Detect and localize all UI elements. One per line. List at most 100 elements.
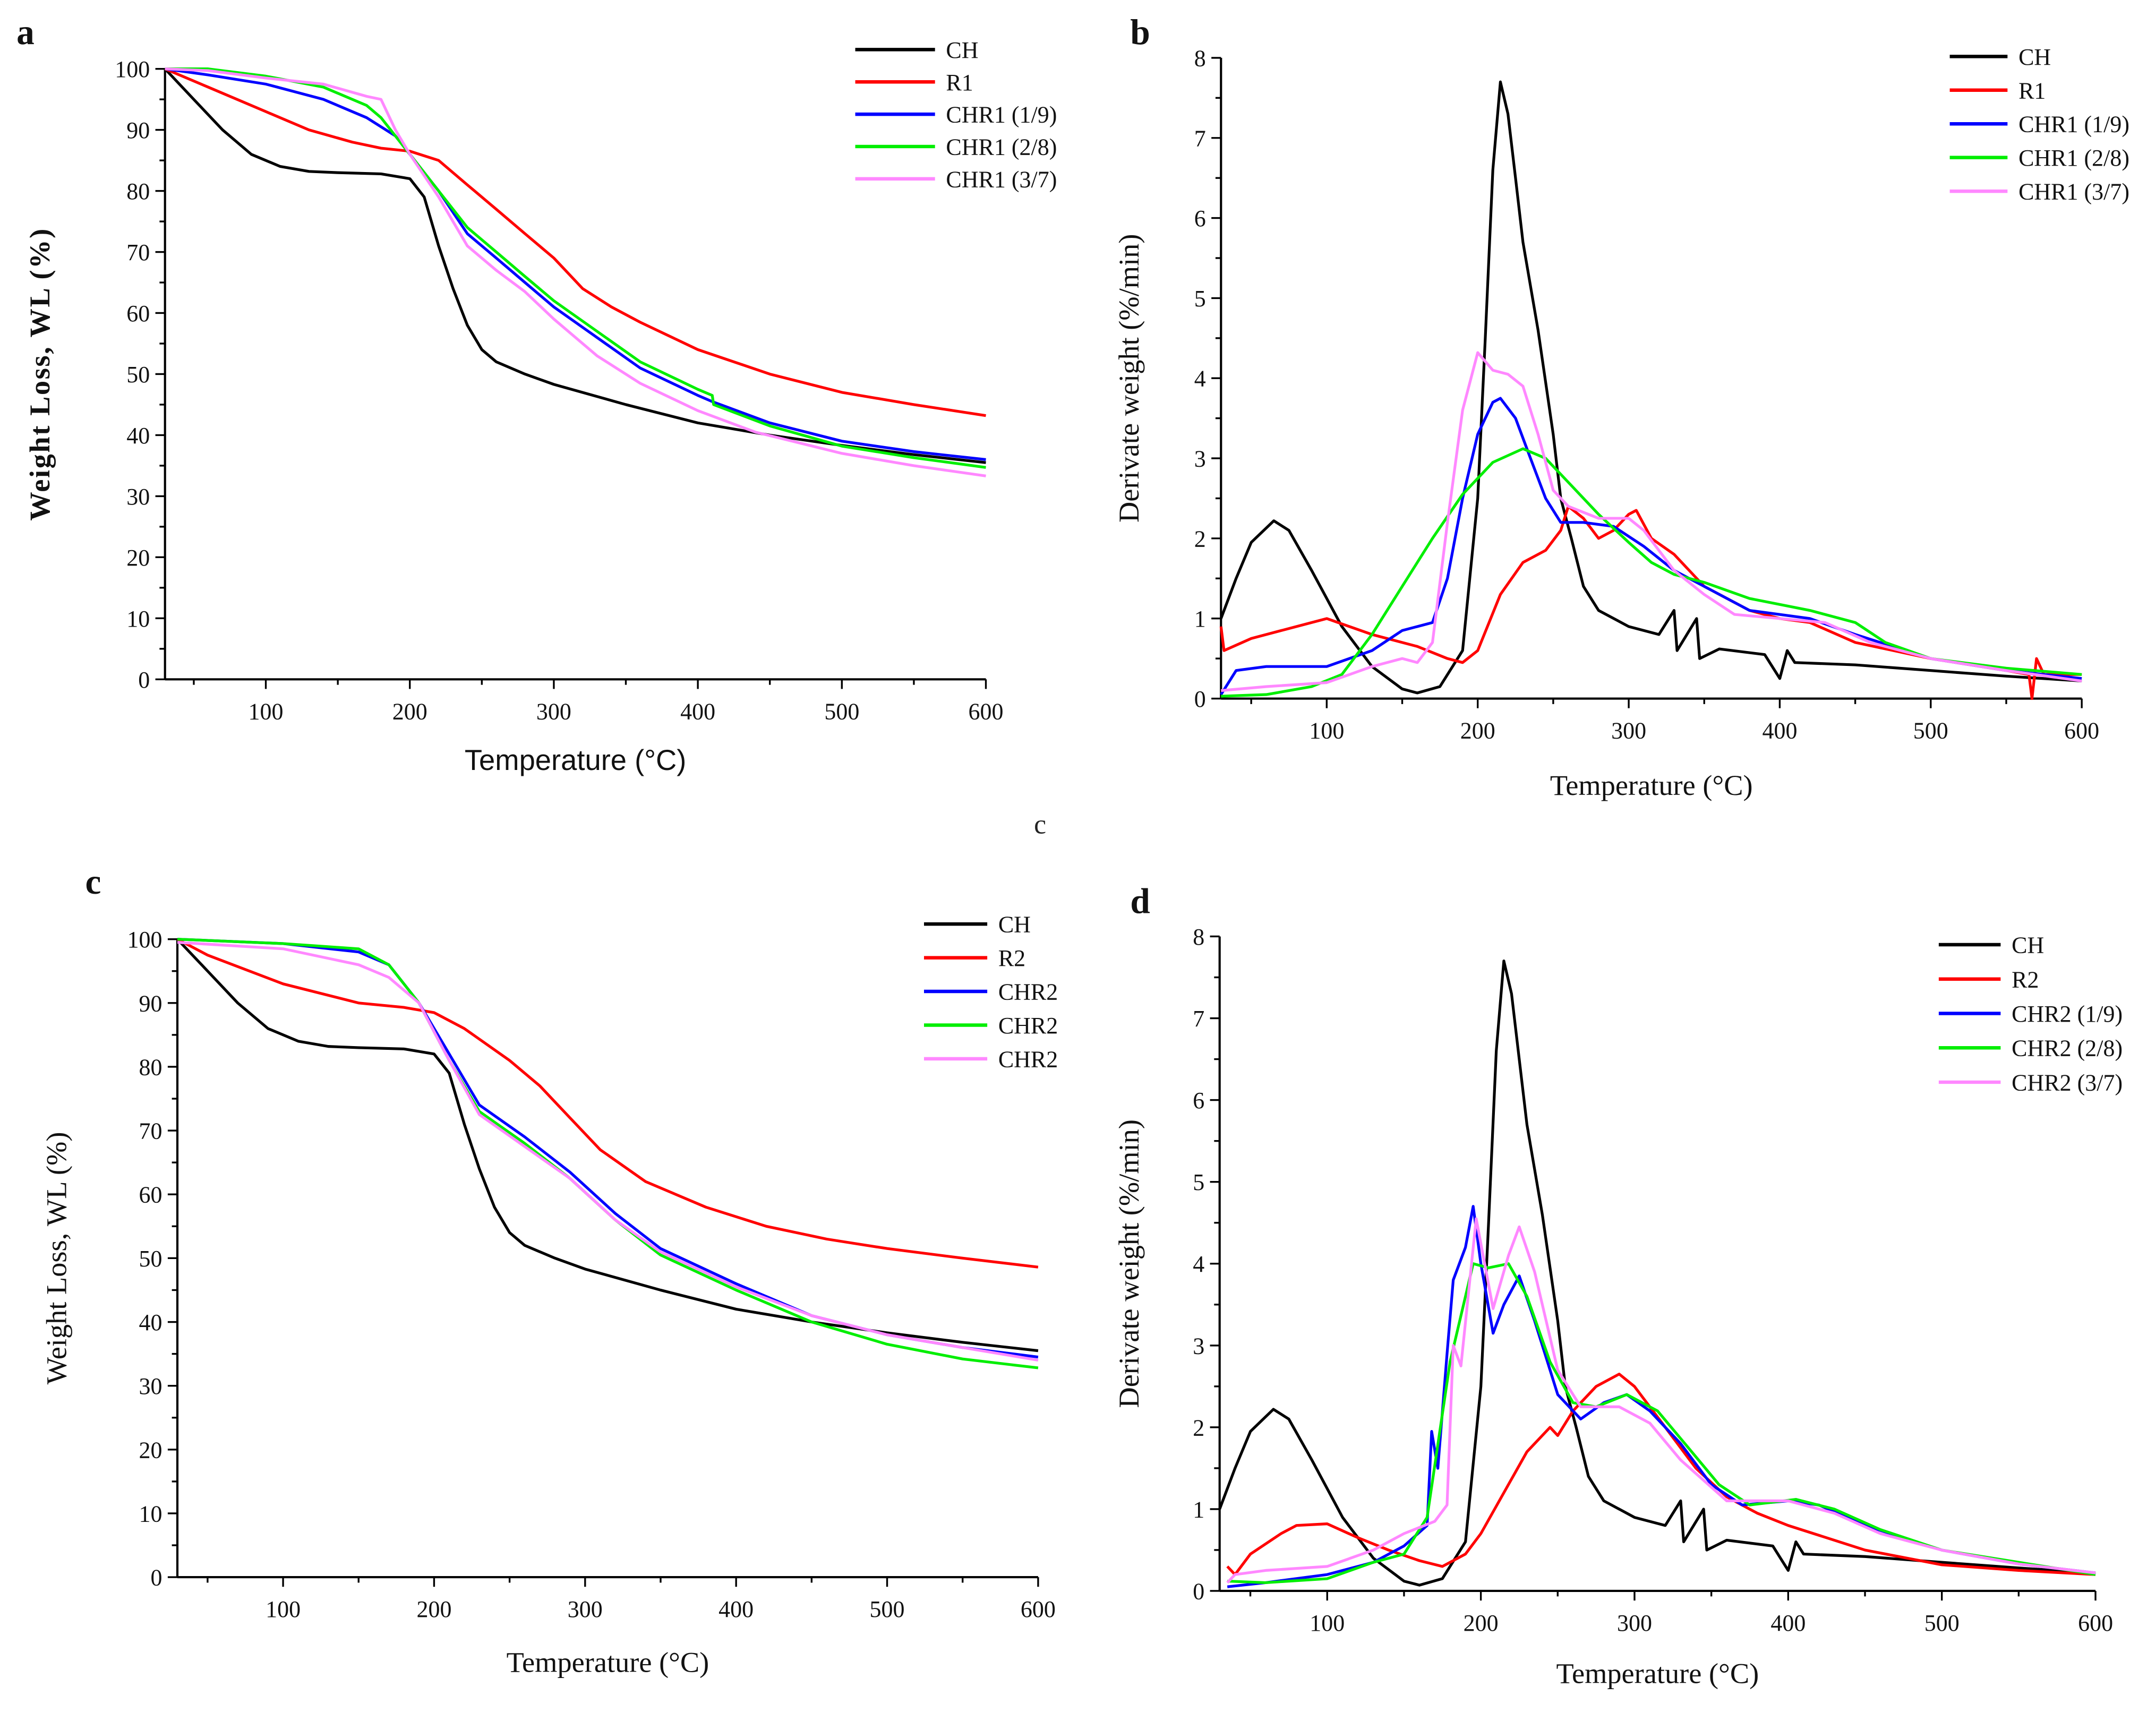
x-tick-label: 500 (1924, 1610, 1960, 1636)
series-line-4 (1226, 1217, 2096, 1584)
x-tick-label: 100 (1309, 718, 1344, 744)
y-tick-label: 60 (126, 301, 150, 327)
y-tick-label: 1 (1193, 1496, 1204, 1522)
chart-panel-b: b 100 200 300 400 500 600 0 1 2 3 4 5 6 7 8 Temperature … (1113, 12, 2129, 801)
legend-label: R1 (2018, 78, 2046, 104)
series-line-2 (165, 67, 986, 461)
y-tick-label: 100 (115, 56, 150, 82)
series-line-4 (177, 941, 1039, 1362)
x-tick-label: 100 (249, 698, 284, 724)
legend-label: CHR1 (3/7) (946, 166, 1057, 192)
y-axis-title: Derivate weight (%/min) (1113, 234, 1145, 523)
legend-label: CHR2 (998, 1046, 1058, 1072)
legend-label: CHR1 (2/8) (946, 134, 1057, 160)
y-tick-label: 3 (1194, 446, 1206, 472)
y-tick-label: 4 (1194, 366, 1206, 392)
series-line-0 (176, 938, 1039, 1353)
y-tick-label: 0 (1194, 686, 1206, 712)
series-line-3 (165, 67, 986, 469)
series-line-4 (1221, 351, 2082, 692)
legend-label: CHR1 (2/8) (2018, 145, 2129, 171)
legend-label: CHR1 (1/9) (946, 102, 1057, 128)
x-tick-label: 600 (969, 698, 1004, 724)
y-tick-label: 50 (139, 1246, 162, 1272)
y-tick-label: 30 (126, 484, 150, 510)
series-line-1 (1226, 1373, 2096, 1576)
y-tick-label: 7 (1194, 125, 1206, 151)
x-tick-label: 100 (1310, 1610, 1345, 1636)
legend-label: CH (2018, 44, 2051, 70)
y-axis-title: Weight Loss, WL (%) (24, 227, 56, 521)
panel-label: d (1130, 881, 1150, 921)
x-tick-label: 100 (266, 1596, 301, 1622)
y-tick-label: 50 (126, 362, 150, 388)
y-tick-label: 10 (139, 1501, 162, 1527)
y-tick-label: 8 (1194, 45, 1206, 71)
y-tick-label: 30 (139, 1373, 162, 1399)
x-tick-label: 400 (718, 1596, 754, 1622)
legend-label: CHR1 (3/7) (2018, 179, 2129, 205)
legend-label: CHR2 (1/9) (2012, 1001, 2123, 1027)
legend-label: CH (2012, 932, 2044, 958)
series-line-1 (176, 938, 1039, 1269)
x-tick-label: 500 (870, 1596, 905, 1622)
legend-label: CHR2 (3/7) (2012, 1069, 2123, 1095)
legend-label: R1 (946, 70, 973, 96)
x-tick-label: 500 (824, 698, 859, 724)
series-line-2 (1227, 1205, 2096, 1588)
legend-label: CH (946, 37, 978, 63)
y-axis-title: Derivate weight (%/min) (1113, 1119, 1145, 1408)
y-tick-label: 0 (1193, 1579, 1204, 1605)
series-line-3 (1221, 447, 2082, 698)
x-tick-label: 300 (536, 698, 571, 724)
series-line-0 (1219, 80, 2082, 695)
x-axis-title: Temperature (°C) (1556, 1657, 1759, 1689)
series-line-3 (1227, 1262, 2096, 1585)
y-tick-label: 20 (139, 1437, 162, 1463)
series-line-1 (164, 67, 986, 417)
y-tick-label: 60 (139, 1182, 162, 1208)
legend-label: CHR2 (2/8) (2012, 1035, 2123, 1062)
series-line-2 (177, 938, 1039, 1359)
y-tick-label: 80 (139, 1054, 162, 1080)
y-tick-label: 4 (1193, 1251, 1204, 1277)
y-tick-label: 2 (1193, 1415, 1204, 1441)
y-tick-label: 5 (1194, 286, 1206, 312)
x-tick-label: 400 (1762, 718, 1797, 744)
y-tick-label: 8 (1193, 924, 1204, 950)
legend-label: CHR2 (998, 979, 1058, 1005)
x-tick-label: 600 (2078, 1610, 2113, 1636)
y-tick-label: 7 (1193, 1006, 1204, 1032)
legend-label: R2 (2012, 966, 2039, 992)
y-tick-label: 1 (1194, 606, 1206, 632)
y-tick-label: 0 (138, 667, 150, 693)
y-tick-label: 20 (126, 545, 150, 571)
y-tick-label: 40 (139, 1309, 162, 1336)
y-tick-label: 70 (126, 239, 150, 266)
x-tick-label: 200 (416, 1596, 451, 1622)
chart-panel-c: c 100 200 300 400 500 600 0 10 20 30 40 50 60 70 80 90 10… (40, 862, 1058, 1679)
legend-label: CHR1 (1/9) (2018, 112, 2129, 138)
y-axis-title: Weight Loss, WL (%) (40, 1132, 72, 1385)
x-axis-title: Temperature (°C) (507, 1647, 709, 1679)
series-line-0 (164, 67, 986, 464)
panel-label: b (1130, 12, 1150, 52)
x-tick-label: 200 (1460, 718, 1495, 744)
legend-label: CHR2 (998, 1013, 1058, 1039)
x-axis-title: Temperature (°C) (465, 744, 686, 776)
chart-panel-d: d 100 200 300 400 500 600 0 1 2 3 4 5 6 7 8 Temperature … (1113, 881, 2123, 1689)
x-tick-label: 300 (1617, 1610, 1652, 1636)
legend-label: R2 (998, 945, 1025, 971)
x-tick-label: 300 (1611, 718, 1646, 744)
y-tick-label: 100 (127, 927, 162, 953)
y-tick-label: 6 (1193, 1088, 1204, 1114)
x-tick-label: 600 (2064, 718, 2099, 744)
legend-label: CH (998, 912, 1031, 938)
y-tick-label: 80 (126, 178, 150, 204)
x-tick-label: 600 (1021, 1596, 1056, 1622)
series-line-2 (1220, 397, 2082, 696)
x-tick-label: 400 (680, 698, 715, 724)
y-tick-label: 0 (151, 1565, 162, 1591)
y-tick-label: 90 (139, 990, 162, 1016)
